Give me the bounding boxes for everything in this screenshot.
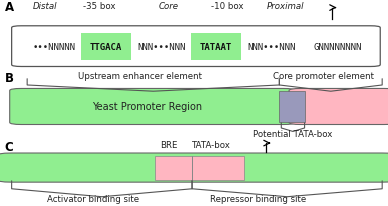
Text: NNN•••NNN: NNN•••NNN <box>137 42 185 51</box>
Bar <box>192 156 244 180</box>
FancyBboxPatch shape <box>10 89 295 125</box>
Text: B: B <box>5 72 14 85</box>
FancyBboxPatch shape <box>0 153 388 182</box>
Text: C: C <box>5 141 14 154</box>
Text: NNN•••NNN: NNN•••NNN <box>247 42 296 51</box>
Text: GNNNNNNNN: GNNNNNNNN <box>313 42 362 51</box>
Text: TATAAT: TATAAT <box>200 42 232 51</box>
Text: Proximal: Proximal <box>267 2 304 11</box>
Text: Activator binding site: Activator binding site <box>47 194 139 203</box>
Text: Core: Core <box>159 2 179 11</box>
FancyBboxPatch shape <box>289 89 388 125</box>
Bar <box>279 91 305 123</box>
Text: Distal: Distal <box>32 2 57 11</box>
Text: Potential TATA-box: Potential TATA-box <box>253 129 333 138</box>
Bar <box>155 156 192 180</box>
Text: TTGACA: TTGACA <box>90 42 122 51</box>
FancyBboxPatch shape <box>12 27 380 67</box>
Text: Yeast Promoter Region: Yeast Promoter Region <box>92 102 203 112</box>
Text: •••NNNNN: •••NNNNN <box>33 42 76 51</box>
Text: BRE: BRE <box>160 141 178 150</box>
Text: Upstream enhancer element: Upstream enhancer element <box>78 72 202 81</box>
Text: A: A <box>5 1 14 14</box>
Text: -10 box: -10 box <box>211 2 243 11</box>
Text: Repressor binding site: Repressor binding site <box>210 194 306 203</box>
Text: TATA-box: TATA-box <box>192 141 231 150</box>
Text: Core promoter element: Core promoter element <box>274 72 374 81</box>
Text: -35 box: -35 box <box>83 2 115 11</box>
